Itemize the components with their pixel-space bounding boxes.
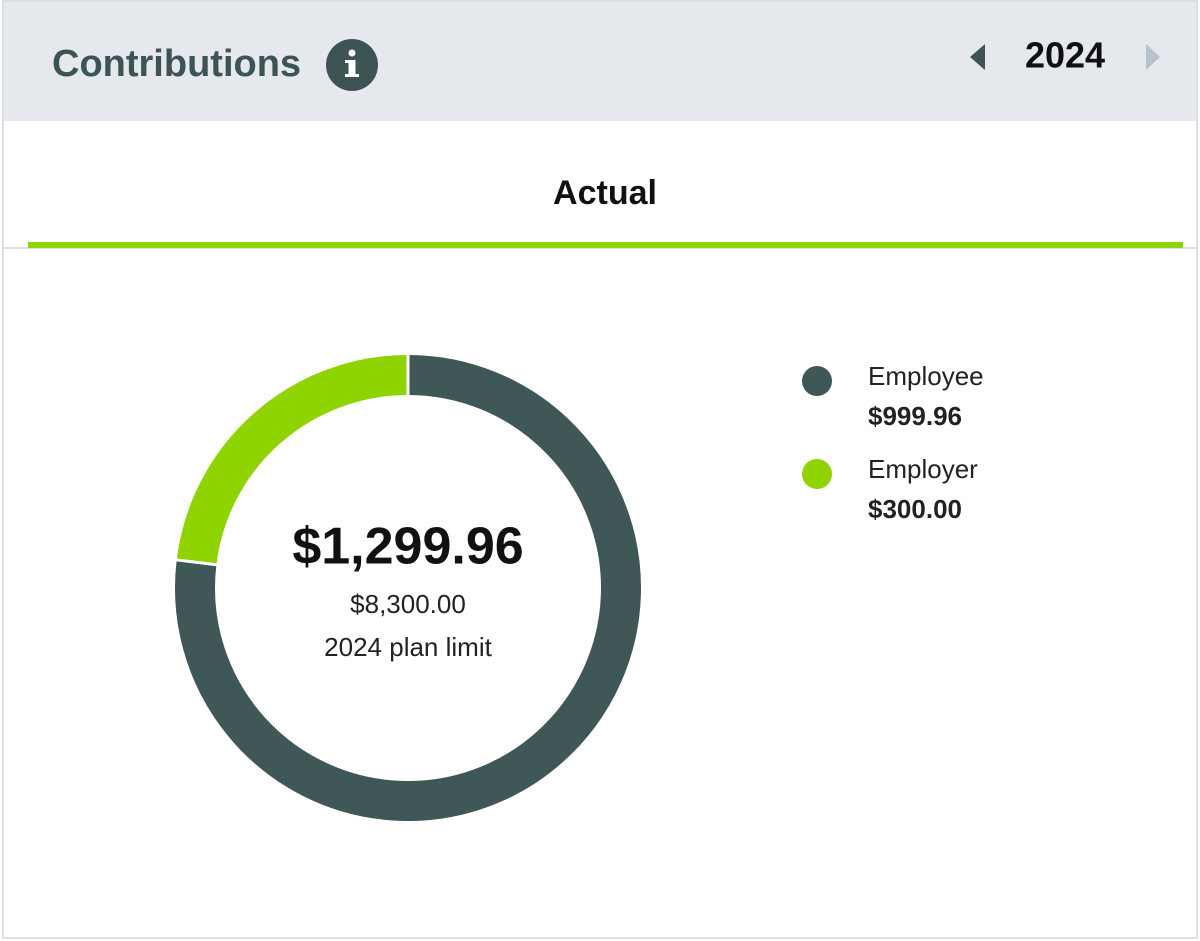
card-header	[4, 2, 1196, 121]
donut-segment	[175, 355, 641, 821]
card-title: Contributions	[52, 43, 301, 85]
total-amount: $1,299.96	[292, 518, 523, 576]
plan-limit-caption: 2024 plan limit	[324, 632, 492, 662]
tab-actual[interactable]: Actual	[553, 174, 657, 212]
donut-segment	[176, 355, 409, 566]
legend-dot	[802, 459, 832, 489]
segment-separator	[175, 558, 218, 567]
tab-underline	[28, 242, 1183, 248]
prev-year-button[interactable]	[970, 44, 985, 70]
legend-name: Employer	[868, 454, 978, 484]
info-icon[interactable]	[326, 39, 378, 91]
year-label: 2024	[1025, 35, 1105, 76]
legend-value: $999.96	[868, 401, 962, 431]
plan-limit-amount: $8,300.00	[350, 589, 466, 619]
legend-name: Employee	[868, 361, 984, 391]
next-year-button[interactable]	[1146, 44, 1160, 70]
legend-dot	[802, 366, 832, 396]
legend-value: $300.00	[868, 494, 962, 524]
